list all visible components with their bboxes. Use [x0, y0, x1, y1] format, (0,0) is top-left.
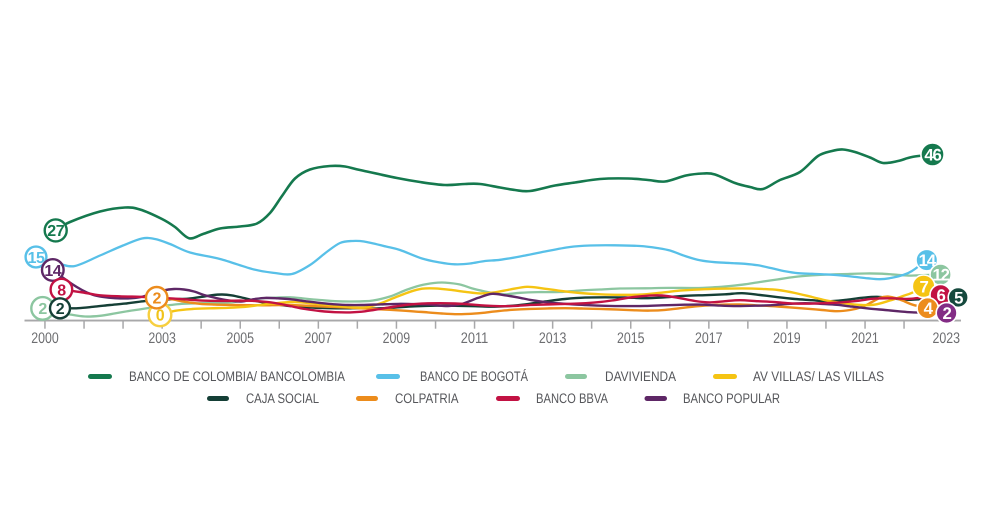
svg-text:7: 7 — [920, 277, 929, 296]
svg-text:2023: 2023 — [933, 330, 961, 347]
svg-text:2007: 2007 — [305, 330, 333, 347]
svg-text:COLPATRIA: COLPATRIA — [395, 391, 459, 406]
svg-text:2: 2 — [943, 304, 952, 323]
svg-text:BANCO BBVA: BANCO BBVA — [536, 391, 609, 406]
svg-text:14: 14 — [919, 251, 937, 270]
svg-text:2015: 2015 — [617, 330, 645, 347]
svg-text:2003: 2003 — [148, 330, 176, 347]
svg-text:2021: 2021 — [851, 330, 879, 347]
svg-text:46: 46 — [924, 146, 941, 165]
svg-text:2009: 2009 — [383, 330, 411, 347]
svg-text:2019: 2019 — [773, 330, 801, 347]
svg-text:6: 6 — [937, 286, 946, 305]
svg-text:2: 2 — [38, 301, 47, 318]
svg-text:4: 4 — [924, 299, 934, 318]
svg-text:14: 14 — [44, 263, 61, 280]
svg-text:2: 2 — [152, 290, 161, 307]
svg-text:2: 2 — [56, 301, 65, 318]
svg-text:2017: 2017 — [695, 330, 723, 347]
svg-text:8: 8 — [57, 282, 66, 299]
svg-text:CAJA SOCIAL: CAJA SOCIAL — [246, 391, 319, 406]
svg-text:15: 15 — [28, 250, 45, 267]
svg-text:2013: 2013 — [539, 330, 567, 347]
svg-text:BANCO DE COLOMBIA/ BANCOLOMBIA: BANCO DE COLOMBIA/ BANCOLOMBIA — [129, 369, 346, 384]
svg-text:BANCO DE BOGOTÁ: BANCO DE BOGOTÁ — [420, 369, 529, 384]
svg-text:AV VILLAS/ LAS VILLAS: AV VILLAS/ LAS VILLAS — [753, 369, 884, 384]
svg-text:DAVIVIENDA: DAVIVIENDA — [605, 369, 677, 384]
svg-text:BANCO POPULAR: BANCO POPULAR — [683, 391, 780, 406]
svg-text:2011: 2011 — [461, 330, 489, 347]
svg-text:2000: 2000 — [31, 330, 59, 347]
svg-text:12: 12 — [932, 266, 949, 285]
svg-text:5: 5 — [954, 288, 963, 307]
svg-text:2005: 2005 — [226, 330, 254, 347]
svg-text:0: 0 — [156, 308, 165, 325]
svg-text:27: 27 — [47, 223, 64, 240]
